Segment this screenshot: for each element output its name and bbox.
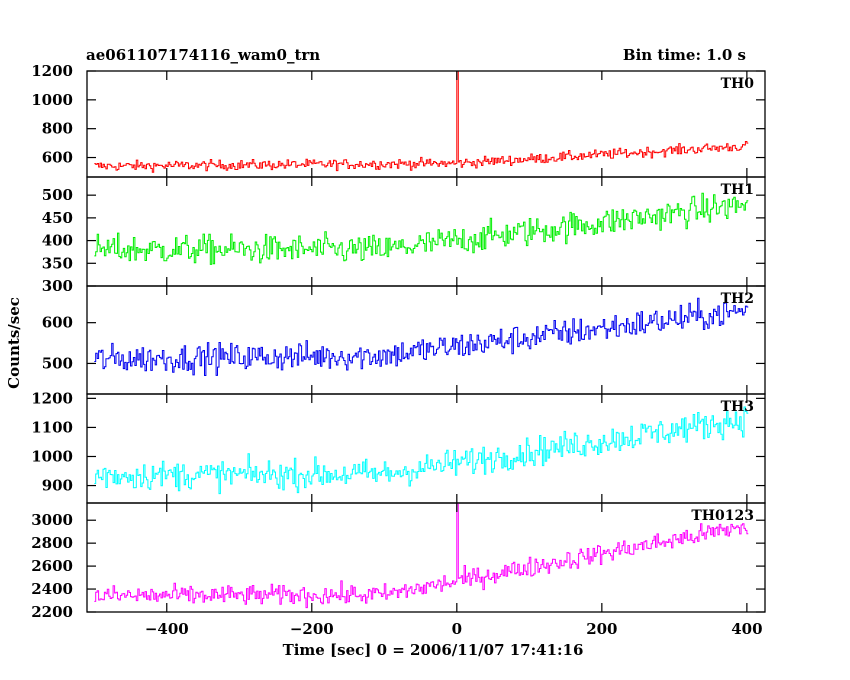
y-tick-label: 600 (42, 314, 73, 332)
y-tick-label: 2400 (31, 580, 73, 598)
y-tick-label: 800 (42, 120, 73, 138)
panel-th3: 900 1000 1100 1200 TH3 (31, 389, 766, 504)
panel-label: TH3 (721, 399, 754, 415)
y-tick-label: 350 (42, 254, 73, 272)
panel-label: TH0123 (691, 508, 754, 524)
panel-th2: 500 600 TH2 (42, 285, 766, 395)
y-tick-label: 1100 (31, 418, 73, 436)
x-tick-label: 0 (452, 620, 462, 638)
y-tick-label: 900 (42, 477, 73, 495)
y-tick-label: 2800 (31, 534, 73, 552)
y-tick-label: 400 (42, 232, 73, 250)
x-tick-label: 400 (731, 620, 762, 638)
y-tick-label: 450 (42, 209, 73, 227)
y-tick-label: 300 (42, 277, 73, 295)
chart-title: ae061107174116_wam0_trn (86, 46, 320, 64)
panel-th0: 600 800 1000 1200 TH0 (31, 62, 766, 178)
x-axis-label: Time [sec] 0 = 2006/11/07 17:41:16 (283, 641, 584, 659)
series-line-th3 (94, 406, 749, 495)
y-tick-label: 1000 (31, 447, 73, 465)
y-tick-label: 2200 (31, 603, 73, 621)
panel-th1: 300 350 400 450 500 TH1 (42, 176, 766, 295)
panel-th0123: 2200 2400 2600 2800 3000 −400 −200 0 200 400 TH012… (31, 502, 766, 638)
panel-frame (86, 502, 766, 613)
y-tick-label: 500 (42, 186, 73, 204)
y-tick-label: 1200 (31, 389, 73, 407)
y-tick-label: 600 (42, 149, 73, 167)
y-tick-label: 3000 (31, 511, 73, 529)
x-tick-label: 200 (586, 620, 617, 638)
series-line-th2 (94, 297, 749, 376)
panel-label: TH2 (721, 291, 754, 307)
x-tick-label: −200 (290, 620, 334, 638)
panel-label: TH1 (721, 182, 754, 198)
y-tick-label: 1200 (31, 62, 73, 80)
panels-group: 600 800 1000 1200 TH0 300 350 400 450 500 TH1 500 60… (31, 62, 766, 638)
y-axis-label: Counts/sec (5, 297, 23, 389)
x-tick-label: −400 (145, 620, 189, 638)
y-tick-label: 1000 (31, 91, 73, 109)
y-tick-label: 500 (42, 354, 73, 372)
panel-frame (86, 176, 766, 287)
series-line-th0 (94, 71, 749, 173)
y-tick-label: 2600 (31, 557, 73, 575)
panel-label: TH0 (721, 76, 755, 92)
series-line-th1 (94, 192, 749, 265)
panel-frame (86, 285, 766, 395)
bin-time-label: Bin time: 1.0 s (623, 46, 746, 64)
series-line-th0123 (94, 503, 749, 609)
